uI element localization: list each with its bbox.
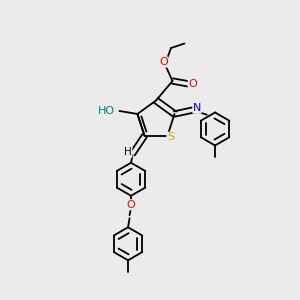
Text: O: O [127,200,135,210]
Text: H: H [124,147,132,157]
Text: S: S [167,132,174,142]
Text: O: O [159,57,168,67]
Text: N: N [193,103,201,113]
Text: O: O [188,79,197,89]
Text: HO: HO [98,106,115,116]
